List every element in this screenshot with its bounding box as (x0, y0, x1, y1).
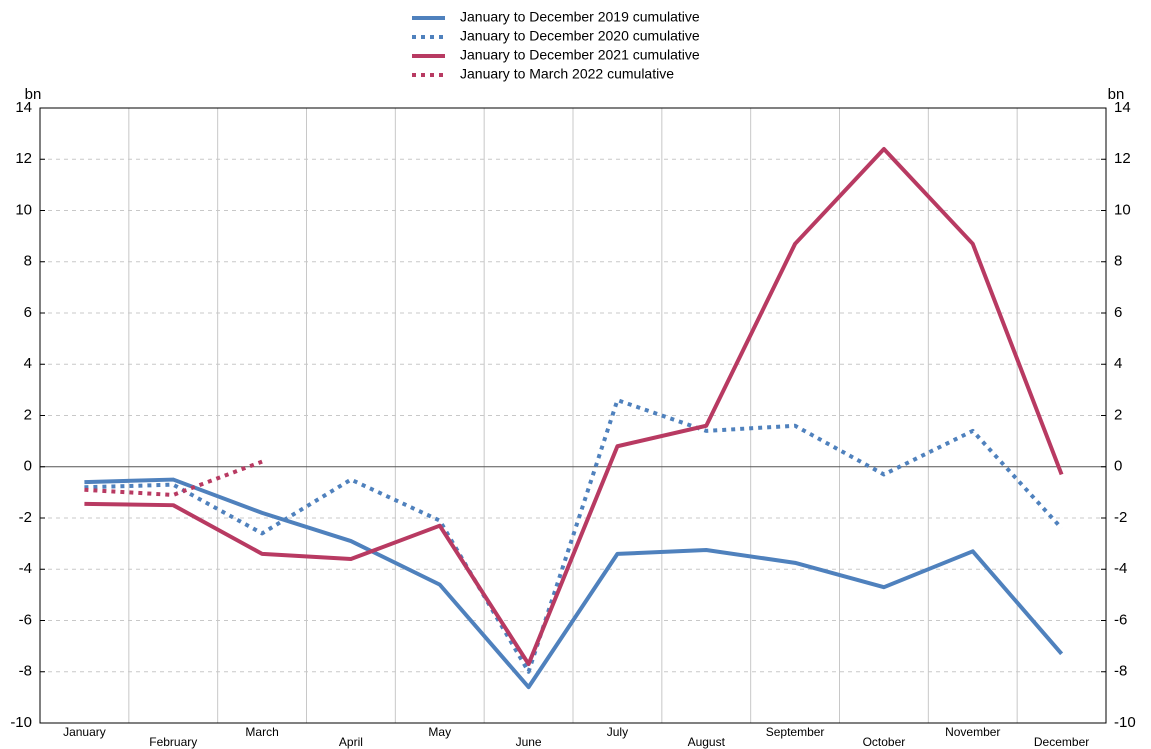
y-tick-label: 12 (15, 150, 32, 167)
y2-axis-unit: bn (1108, 86, 1125, 103)
x-tick-label: March (245, 725, 278, 739)
legend-label: January to December 2021 cumulative (460, 47, 700, 63)
x-tick-label: September (766, 725, 825, 739)
y-tick-label: 14 (15, 99, 32, 116)
x-tick-label: January (63, 725, 106, 739)
x-tick-label: December (1034, 735, 1089, 749)
y2-tick-label: -8 (1114, 663, 1127, 680)
x-tick-label: July (607, 725, 628, 739)
legend-label: January to March 2022 cumulative (460, 66, 674, 82)
x-tick-label: October (863, 735, 906, 749)
y2-tick-label: 2 (1114, 406, 1122, 423)
y2-tick-label: -4 (1114, 560, 1127, 577)
legend-label: January to December 2020 cumulative (460, 28, 700, 44)
y-tick-label: -10 (10, 714, 32, 731)
legend-label: January to December 2019 cumulative (460, 9, 700, 25)
y2-tick-label: -6 (1114, 611, 1127, 628)
series-line (84, 477, 1064, 690)
y2-tick-label: -10 (1114, 714, 1136, 731)
y-tick-label: 6 (24, 304, 32, 321)
y-tick-label: 4 (24, 355, 32, 372)
x-tick-label: February (149, 735, 197, 749)
y2-tick-label: 8 (1114, 253, 1122, 270)
y-tick-label: -6 (19, 611, 32, 628)
x-tick-label: April (339, 735, 363, 749)
series-line (84, 398, 1064, 674)
series-line (84, 147, 1064, 667)
y2-tick-label: 0 (1114, 458, 1122, 475)
series-line (84, 459, 263, 497)
y-axis-unit: bn (25, 86, 42, 103)
x-tick-label: November (945, 725, 1000, 739)
y-tick-label: -8 (19, 663, 32, 680)
y-tick-label: -4 (19, 560, 32, 577)
y-tick-label: 2 (24, 406, 32, 423)
y-tick-label: -2 (19, 509, 32, 526)
plot-frame (39, 107, 1107, 724)
y2-tick-label: -2 (1114, 509, 1127, 526)
x-tick-label: May (428, 725, 451, 739)
x-tick-label: August (688, 735, 726, 749)
y-tick-label: 8 (24, 253, 32, 270)
y2-tick-label: 12 (1114, 150, 1131, 167)
y2-tick-label: 6 (1114, 304, 1122, 321)
y2-tick-label: 4 (1114, 355, 1122, 372)
x-tick-label: June (516, 735, 542, 749)
y-tick-label: 0 (24, 458, 32, 475)
y-tick-label: 10 (15, 201, 32, 218)
y2-tick-label: 10 (1114, 201, 1131, 218)
y2-tick-label: 14 (1114, 99, 1131, 116)
